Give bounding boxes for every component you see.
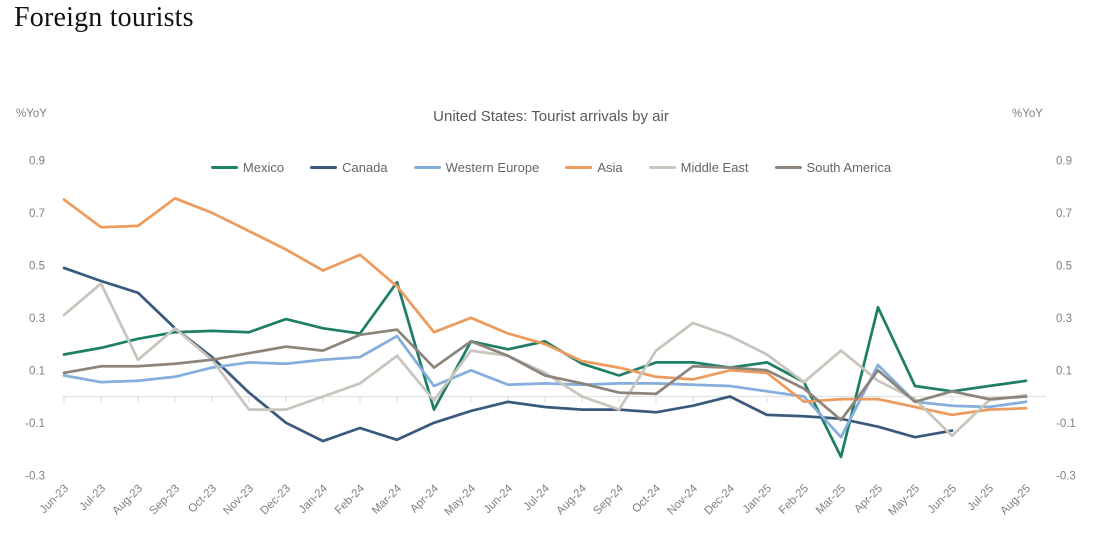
x-axis-label-dec-24: Dec-24 — [702, 482, 737, 517]
y-axis-unit-right: %YoY — [1012, 108, 1043, 120]
page-title: Foreign tourists — [14, 2, 194, 33]
legend-label-middle-east: Middle East — [680, 160, 749, 175]
y-axis-unit-left: %YoY — [16, 108, 47, 120]
y-axis-label-left-0.1: 0.1 — [29, 365, 45, 377]
x-axis-label-apr-25: Apr-25 — [852, 483, 885, 516]
x-axis-label-jul-23: Jul-23 — [77, 483, 108, 514]
y-axis-label-right-0.1: 0.1 — [1056, 365, 1072, 377]
x-axis-label-jul-25: Jul-25 — [965, 483, 996, 514]
x-axis-label-oct-24: Oct-24 — [630, 482, 663, 515]
legend-item-canada[interactable]: Canada — [310, 160, 388, 175]
legend-swatch-mexico — [210, 166, 238, 169]
y-axis-label-left--0.3: -0.3 — [25, 470, 45, 482]
legend-swatch-canada — [310, 166, 338, 169]
legend-item-south-america[interactable]: South America — [774, 160, 892, 175]
y-axis-label-left-0.7: 0.7 — [29, 208, 45, 220]
legend-item-middle-east[interactable]: Middle East — [648, 160, 749, 175]
legend-swatch-western-europe — [413, 166, 441, 169]
legend-item-western-europe[interactable]: Western Europe — [413, 160, 540, 175]
y-axis-label-right-0.7: 0.7 — [1056, 208, 1072, 220]
series-line-mexico[interactable] — [62, 280, 1028, 459]
legend-swatch-south-america — [774, 166, 802, 169]
x-axis-label-aug-24: Aug-24 — [554, 482, 589, 517]
y-axis-label-left-0.3: 0.3 — [29, 313, 45, 325]
x-axis-label-jun-24: Jun-24 — [482, 482, 516, 516]
legend-swatch-asia — [565, 166, 593, 169]
x-axis-label-may-25: May-25 — [887, 483, 923, 519]
legend-swatch-middle-east — [648, 166, 676, 169]
legend-label-canada: Canada — [342, 160, 388, 175]
y-axis-label-right-0.5: 0.5 — [1056, 260, 1072, 272]
x-axis-label-mar-25: Mar-25 — [814, 483, 848, 517]
legend-item-asia[interactable]: Asia — [565, 160, 623, 175]
x-axis-label-jun-23: Jun-23 — [38, 483, 71, 516]
x-axis-label-apr-24: Apr-24 — [408, 482, 441, 515]
legend-item-mexico[interactable]: Mexico — [210, 160, 285, 175]
legend-label-asia: Asia — [597, 160, 623, 175]
y-axis-label-right--0.3: -0.3 — [1056, 470, 1076, 482]
y-axis-label-right-0.3: 0.3 — [1056, 313, 1072, 325]
x-axis-label-jan-24: Jan-24 — [297, 482, 331, 516]
y-axis-label-right--0.1: -0.1 — [1056, 418, 1076, 430]
chart-title: United States: Tourist arrivals by air — [433, 108, 669, 125]
x-axis-label-dec-23: Dec-23 — [258, 483, 293, 518]
series-line-asia[interactable] — [62, 196, 1028, 417]
series-line-canada[interactable] — [62, 266, 954, 443]
x-axis-label-aug-25: Aug-25 — [998, 483, 1033, 518]
y-axis-label-right-0.9: 0.9 — [1056, 155, 1072, 167]
series-line-south-america[interactable] — [62, 328, 1028, 422]
x-axis-label-jan-25: Jan-25 — [741, 483, 774, 516]
x-axis-label-jul-24: Jul-24 — [521, 482, 552, 513]
x-axis-label-may-24: May-24 — [443, 482, 479, 518]
y-axis-label-left-0.5: 0.5 — [29, 260, 45, 272]
chart-legend: Mexico Canada Western Europe Asia Middle Eas… — [0, 160, 1102, 175]
x-axis-label-nov-23: Nov-23 — [221, 483, 256, 518]
legend-label-mexico: Mexico — [242, 160, 285, 175]
legend-label-south-america: South America — [806, 160, 892, 175]
series-line-western-europe[interactable] — [62, 334, 1028, 439]
series-line-middle-east[interactable] — [62, 282, 1028, 438]
y-axis-label-left--0.1: -0.1 — [25, 418, 45, 430]
x-axis-label-aug-23: Aug-23 — [110, 483, 145, 518]
x-axis-label-mar-24: Mar-24 — [370, 482, 405, 517]
x-axis-label-jun-25: Jun-25 — [926, 483, 959, 516]
y-axis-label-left-0.9: 0.9 — [29, 155, 45, 167]
x-axis-label-feb-25: Feb-25 — [777, 483, 811, 517]
x-axis-label-nov-24: Nov-24 — [665, 482, 700, 517]
x-axis-label-feb-24: Feb-24 — [333, 482, 368, 517]
legend-label-western-europe: Western Europe — [445, 160, 540, 175]
x-axis-label-oct-23: Oct-23 — [186, 483, 219, 516]
x-axis-label-sep-23: Sep-23 — [147, 483, 182, 518]
x-axis-label-sep-24: Sep-24 — [591, 482, 626, 517]
